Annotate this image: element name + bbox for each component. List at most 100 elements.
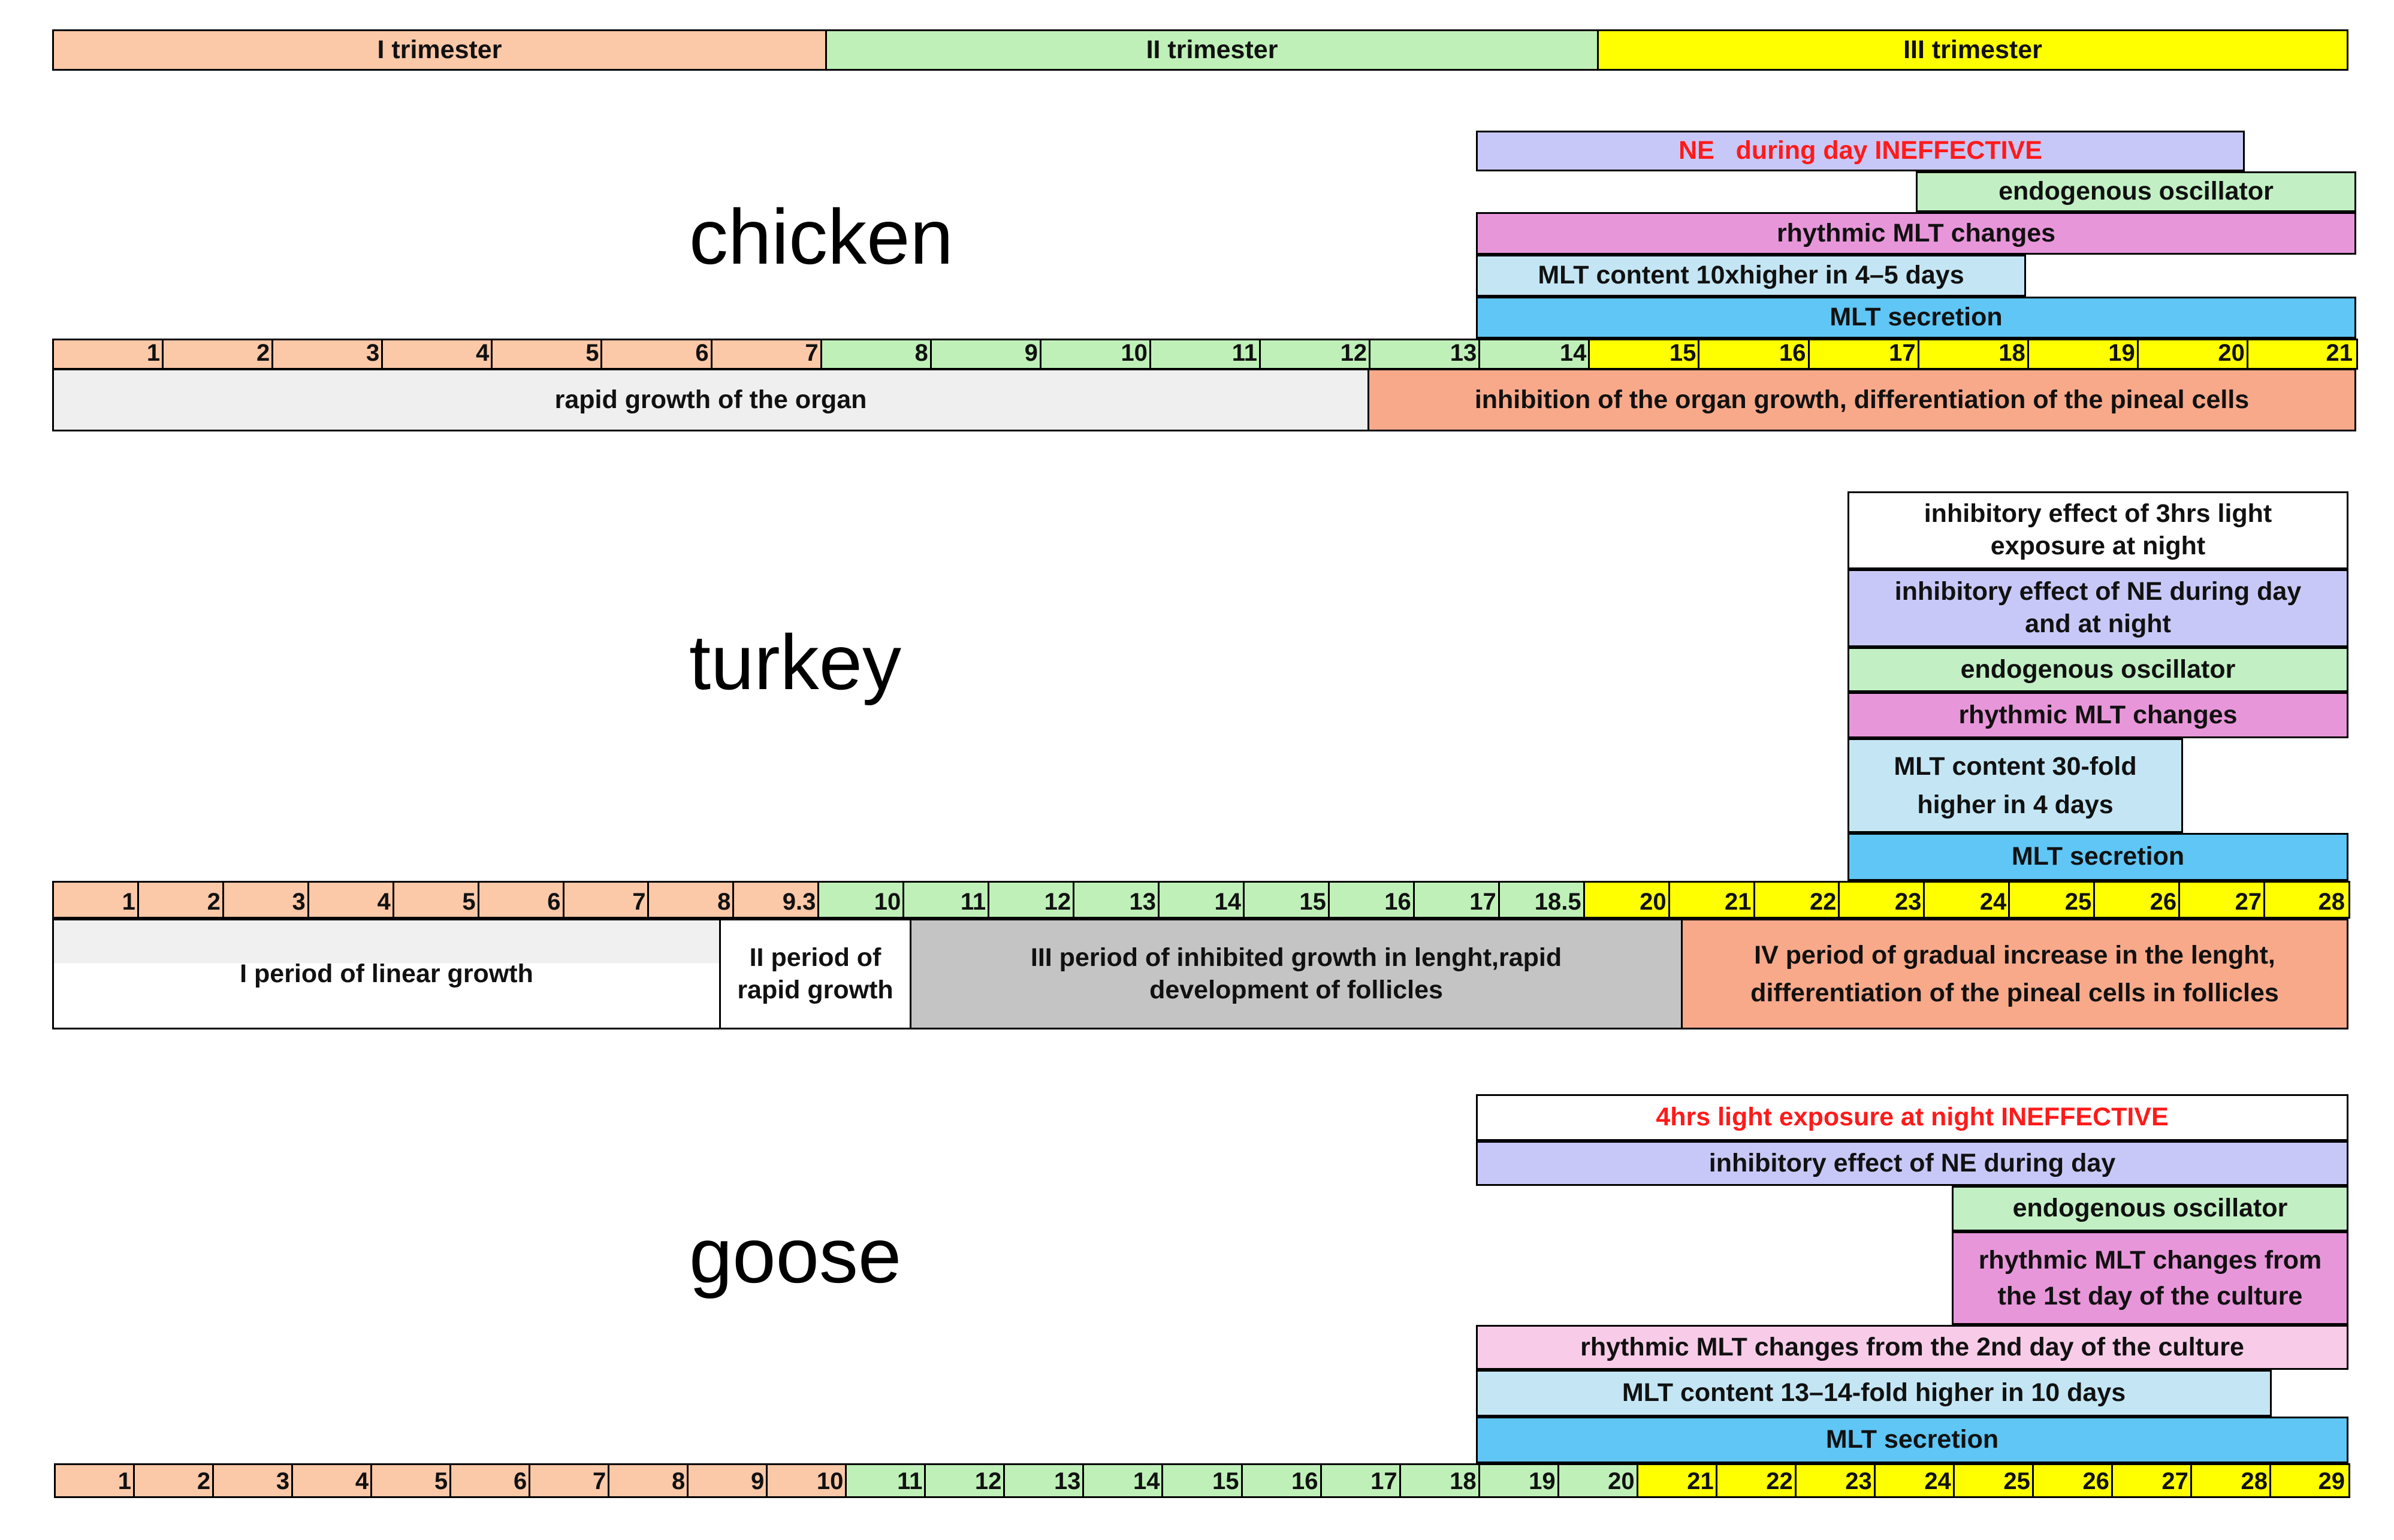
chicken-day-cell: 5 <box>491 339 603 370</box>
goose-day-cell: 22 <box>1715 1463 1797 1498</box>
goose-day-cell: 21 <box>1636 1463 1717 1498</box>
turkey-ne-bar: inhibitory effect of NE during day and a… <box>1847 569 2348 647</box>
chicken-day-cell: 2 <box>162 339 274 370</box>
goose-day-cell: 19 <box>1478 1463 1559 1498</box>
goose-content-bar: MLT content 13–14-fold higher in 10 days <box>1476 1370 2272 1417</box>
turkey-day-cell: 23 <box>1838 881 1925 919</box>
goose-day-cell: 17 <box>1320 1463 1401 1498</box>
turkey-day-cell: 24 <box>1923 881 2010 919</box>
chicken-period-inhibition-label: inhibition of the organ growth, differen… <box>1474 385 2250 414</box>
turkey-day-cell: 13 <box>1073 881 1160 919</box>
turkey-day-cell: 17 <box>1412 881 1500 919</box>
turkey-content-label: MLT content 30-fold higher in 4 days <box>1894 751 2137 820</box>
goose-title: goose <box>689 1212 902 1299</box>
goose-day-cell: 28 <box>2190 1463 2271 1498</box>
turkey-period-1-label: I period of linear growth <box>240 959 533 988</box>
chicken-day-cell: 1 <box>52 339 164 370</box>
goose-day-cell: 15 <box>1161 1463 1243 1498</box>
goose-day-cell: 12 <box>924 1463 1006 1498</box>
turkey-ne-label: inhibitory effect of NE during day and a… <box>1894 577 2302 638</box>
goose-day-cell: 1 <box>54 1463 135 1498</box>
turkey-period-1: I period of linear growth <box>52 919 721 1029</box>
chicken-content-label: MLT content 10xhigher in 4–5 days <box>1538 261 1964 290</box>
chicken-day-cell: 4 <box>381 339 493 370</box>
goose-oscillator-bar: endogenous oscillator <box>1952 1186 2348 1231</box>
goose-day-cell: 5 <box>370 1463 452 1498</box>
turkey-day-cell: 22 <box>1753 881 1840 919</box>
turkey-light-label: inhibitory effect of 3hrs light exposure… <box>1924 499 2272 560</box>
trimester-1-label: I trimester <box>377 35 502 64</box>
turkey-period-4: IV period of gradual increase in the len… <box>1681 919 2348 1029</box>
goose-day-cell: 6 <box>449 1463 531 1498</box>
goose-day-cell: 11 <box>845 1463 926 1498</box>
trimester-2-label: II trimester <box>1146 35 1278 64</box>
goose-day-cell: 20 <box>1557 1463 1638 1498</box>
trimester-2-bar: II trimester <box>825 29 1599 71</box>
goose-content-label: MLT content 13–14-fold higher in 10 days <box>1622 1378 2126 1408</box>
chicken-day-cell: 6 <box>600 339 713 370</box>
trimester-1-bar: I trimester <box>52 29 827 71</box>
goose-ne-label: inhibitory effect of NE during day <box>1708 1148 2116 1177</box>
chicken-rhythmic-label: rhythmic MLT changes <box>1776 218 2056 247</box>
goose-day-cell: 27 <box>2111 1463 2192 1498</box>
chicken-day-cell: 17 <box>1807 339 1919 370</box>
chicken-oscillator-bar: endogenous oscillator <box>1916 171 2356 212</box>
turkey-period-4-label: IV period of gradual increase in the len… <box>1750 941 2279 1007</box>
goose-day-cell: 9 <box>687 1463 768 1498</box>
turkey-rhythmic-bar: rhythmic MLT changes <box>1847 692 2348 738</box>
goose-day-cell: 16 <box>1240 1463 1322 1498</box>
chicken-ne-label: NE during day INEFFECTIVE <box>1678 136 2042 165</box>
turkey-day-cell: 14 <box>1158 881 1245 919</box>
turkey-day-cell: 21 <box>1668 881 1755 919</box>
turkey-day-cell: 16 <box>1327 881 1415 919</box>
turkey-secretion-bar: MLT secretion <box>1847 833 2348 881</box>
trimester-3-label: III trimester <box>1903 35 2042 64</box>
turkey-day-cell: 9.3 <box>732 881 820 919</box>
chicken-period-growth-label: rapid growth of the organ <box>554 385 867 414</box>
chicken-day-cell: 19 <box>2027 339 2139 370</box>
goose-rhythmic1-bar: rhythmic MLT changes from the 1st day of… <box>1952 1231 2348 1325</box>
goose-secretion-label: MLT secretion <box>1825 1425 1999 1454</box>
goose-rhythmic2-label: rhythmic MLT changes from the 2nd day of… <box>1580 1332 2244 1361</box>
turkey-day-cell: 5 <box>392 881 479 919</box>
turkey-day-cell: 20 <box>1583 881 1670 919</box>
goose-day-cell: 24 <box>1873 1463 1955 1498</box>
chicken-day-cell: 10 <box>1039 339 1151 370</box>
chicken-day-cell: 3 <box>271 339 384 370</box>
turkey-day-cell: 10 <box>817 881 905 919</box>
turkey-day-cell: 18.5 <box>1498 881 1585 919</box>
chicken-period-growth: rapid growth of the organ <box>52 369 1369 431</box>
turkey-oscillator-label: endogenous oscillator <box>1960 654 2236 684</box>
turkey-day-cell: 4 <box>307 881 394 919</box>
turkey-period-3: III period of inhibited growth in lenght… <box>910 919 1683 1029</box>
goose-day-cell: 2 <box>133 1463 215 1498</box>
turkey-day-cell: 6 <box>477 881 564 919</box>
chicken-period-inhibition: inhibition of the organ growth, differen… <box>1367 369 2356 431</box>
chicken-secretion-label: MLT secretion <box>1830 303 2003 332</box>
chicken-day-cell: 18 <box>1917 339 2029 370</box>
turkey-day-cell: 12 <box>988 881 1075 919</box>
turkey-rhythmic-label: rhythmic MLT changes <box>1958 700 2238 729</box>
goose-oscillator-label: endogenous oscillator <box>2012 1194 2288 1223</box>
chicken-day-cell: 12 <box>1259 339 1371 370</box>
goose-day-cell: 4 <box>291 1463 373 1498</box>
turkey-secretion-label: MLT secretion <box>2011 842 2185 871</box>
turkey-period-2-label: II period of rapid growth <box>737 943 893 1004</box>
turkey-day-cell: 11 <box>902 881 990 919</box>
goose-day-cell: 8 <box>608 1463 689 1498</box>
goose-day-cell: 10 <box>766 1463 847 1498</box>
goose-day-cell: 13 <box>1003 1463 1085 1498</box>
turkey-day-cell: 3 <box>222 881 309 919</box>
goose-ne-bar: inhibitory effect of NE during day <box>1476 1141 2348 1186</box>
turkey-day-cell: 2 <box>137 881 224 919</box>
chicken-title: chicken <box>689 193 953 280</box>
chicken-day-cell: 20 <box>2136 339 2248 370</box>
chicken-rhythmic-bar: rhythmic MLT changes <box>1476 212 2356 255</box>
chicken-secretion-bar: MLT secretion <box>1476 297 2356 339</box>
turkey-day-cell: 25 <box>2008 881 2096 919</box>
goose-secretion-bar: MLT secretion <box>1476 1417 2348 1463</box>
turkey-day-cell: 15 <box>1242 881 1330 919</box>
turkey-day-cell: 28 <box>2263 881 2350 919</box>
chicken-day-cell: 11 <box>1149 339 1261 370</box>
chicken-day-cell: 8 <box>820 339 932 370</box>
